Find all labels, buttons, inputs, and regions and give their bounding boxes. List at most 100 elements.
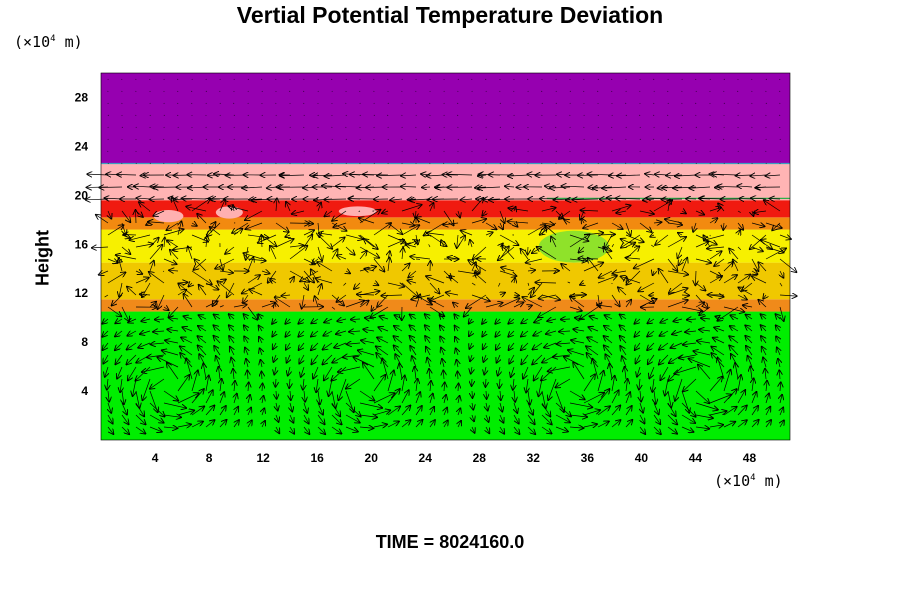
velocity-arrow [441,348,444,356]
velocity-arrow [162,350,179,356]
velocity-arrow [573,199,599,200]
velocity-arrow [149,245,162,260]
velocity-arrow [469,331,472,336]
velocity-arrow [695,270,696,285]
velocity-arrow [508,175,529,176]
velocity-arrow [602,187,627,188]
velocity-arrow [394,326,403,332]
velocity-arrow [275,239,294,248]
velocity-arrow [274,366,276,374]
velocity-arrow [640,402,643,413]
velocity-arrow [324,319,333,322]
velocity-arrow [163,258,176,264]
velocity-arrow [588,327,599,331]
velocity-arrow [697,341,711,343]
velocity-arrow [718,358,725,380]
velocity-arrow [373,375,385,392]
x-tick-label: 4 [152,451,159,465]
velocity-arrow [141,319,151,321]
velocity-arrow [667,258,677,271]
velocity-arrow [761,240,781,248]
velocity-arrow [415,295,420,308]
velocity-arrow [331,237,345,248]
velocity-arrow [751,420,759,428]
velocity-arrow [472,262,476,272]
velocity-arrow [779,235,791,239]
velocity-arrow [378,327,389,331]
velocity-arrow [779,295,797,296]
velocity-arrow [717,306,739,321]
velocity-arrow [440,314,444,319]
velocity-arrow [639,378,640,389]
velocity-arrow [622,356,626,368]
velocity-arrow [580,283,584,285]
velocity-arrow [416,234,418,244]
velocity-arrow [483,342,486,349]
velocity-arrow [496,342,500,350]
velocity-arrow [597,234,615,235]
velocity-arrow [393,336,403,344]
velocity-arrow [128,319,137,322]
velocity-arrow [625,420,632,428]
velocity-arrow [119,282,122,297]
velocity-arrow [107,114,109,116]
velocity-arrow [621,276,641,284]
velocity-arrow [401,205,422,212]
velocity-arrow [508,208,529,211]
velocity-arrow [723,370,731,392]
velocity-arrow [754,211,767,213]
pink-patch [215,206,243,219]
velocity-arrow [618,287,627,296]
velocity-arrow [359,402,382,408]
velocity-arrow [163,415,181,417]
velocity-arrow [541,426,551,433]
velocity-arrow [121,210,130,222]
velocity-arrow [206,236,207,248]
velocity-arrow [229,336,234,344]
velocity-arrow [429,369,430,380]
velocity-arrow [275,378,276,387]
x-tick-label: 8 [206,451,213,465]
y-tick-label: 12 [75,286,89,300]
velocity-arrow [155,319,165,320]
velocity-arrow [303,223,313,224]
velocity-arrow [276,390,277,399]
velocity-arrow [92,247,109,248]
velocity-arrow [567,281,571,284]
time-readout: TIME = 8024160.0 [375,532,525,552]
velocity-arrow [685,331,697,332]
velocity-arrow [443,210,454,225]
velocity-arrow [689,187,711,188]
velocity-arrow [272,319,276,324]
velocity-arrow [461,199,473,200]
velocity-arrow [401,264,410,272]
velocity-arrow [709,251,722,260]
velocity-arrow [587,337,599,344]
velocity-arrow [158,294,165,309]
velocity-arrow [163,229,184,236]
velocity-arrow [687,319,697,320]
velocity-arrow [206,376,209,392]
velocity-arrow [527,270,535,271]
velocity-arrow [640,414,644,423]
velocity-arrow [611,406,620,416]
velocity-arrow [188,246,193,260]
velocity-arrow [446,292,459,295]
velocity-arrow [640,390,641,401]
velocity-arrow [779,282,783,287]
velocity-arrow [107,272,125,284]
velocity-arrow [214,336,221,344]
velocity-arrow [410,257,431,259]
velocity-arrow [216,356,220,368]
velocity-arrow [151,343,165,344]
velocity-arrow [559,331,571,332]
velocity-arrow [316,278,333,284]
velocity-arrow [290,414,293,423]
velocity-arrow [645,174,655,175]
velocity-arrow [776,336,780,344]
velocity-arrow [521,319,529,323]
velocity-arrow [317,426,325,434]
velocity-arrow [737,295,747,300]
velocity-arrow [401,223,414,225]
velocity-arrow [245,348,248,356]
